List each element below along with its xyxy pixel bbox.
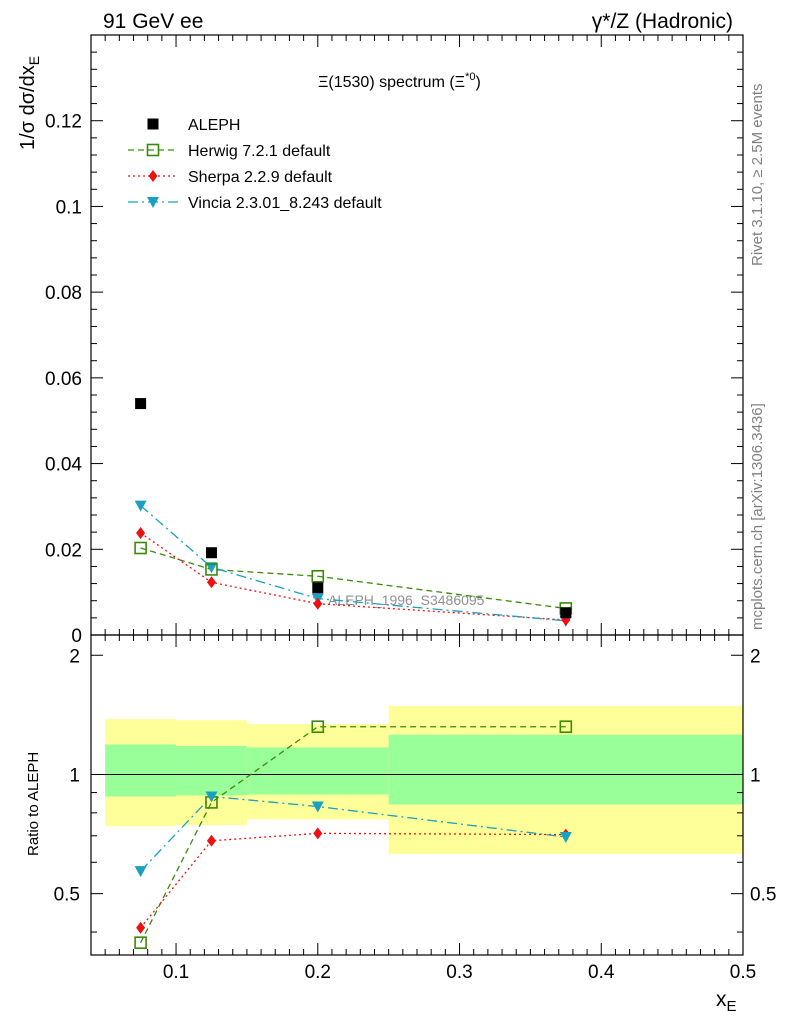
header-left-label: 91 GeV ee bbox=[103, 10, 203, 33]
main-point-herwig bbox=[134, 541, 147, 555]
ratio-point-sherpa bbox=[136, 921, 146, 934]
main-y-tick-label: 0.12 bbox=[45, 112, 82, 133]
main-point-sherpa bbox=[136, 527, 146, 539]
ratio-point-vincia bbox=[311, 801, 324, 813]
main-y-tick-label: 0.04 bbox=[45, 455, 82, 476]
legend-label-vincia: Vincia 2.3.01_8.243 default bbox=[188, 195, 382, 212]
main-point-vincia bbox=[205, 562, 218, 574]
ratio-point-sherpa bbox=[206, 834, 216, 847]
main-point-sherpa bbox=[206, 576, 216, 589]
axis-ticks bbox=[91, 34, 744, 955]
main-panel-series bbox=[134, 398, 573, 627]
legend-symbol-aleph bbox=[147, 118, 159, 130]
legend-marker-vincia bbox=[147, 197, 159, 208]
ratio-point-vincia bbox=[134, 866, 147, 878]
ratio-line-vincia bbox=[140, 795, 566, 872]
x-tick-label: 0.2 bbox=[305, 962, 331, 983]
ratio-y-tick-label: 1 bbox=[69, 765, 80, 786]
main-line-vincia bbox=[140, 505, 566, 622]
legend-marker-sherpa bbox=[148, 170, 158, 182]
ratio-y-tick-label-right: 0.5 bbox=[750, 885, 776, 906]
main-point-herwig bbox=[311, 569, 325, 583]
main-y-tick-label: 0.02 bbox=[45, 540, 82, 561]
legend-marker-aleph bbox=[147, 118, 159, 130]
main-point-sherpa bbox=[313, 597, 323, 610]
ratio-y-tick-label-right: 1 bbox=[750, 765, 761, 786]
x-tick-label: 0.4 bbox=[588, 962, 615, 983]
legend-entry-sherpa: Sherpa 2.2.9 default bbox=[128, 169, 333, 186]
header-right-label: γ*/Z (Hadronic) bbox=[592, 10, 733, 33]
main-point-aleph bbox=[312, 582, 324, 594]
legend-label-herwig: Herwig 7.2.1 default bbox=[188, 143, 331, 160]
main-y-tick-label: 0.06 bbox=[45, 369, 82, 390]
ratio-line-sherpa bbox=[140, 832, 566, 929]
ratio-band-inner bbox=[246, 747, 389, 795]
main-y-tick-label: 0.1 bbox=[56, 197, 82, 218]
ratio-band-inner bbox=[388, 734, 743, 805]
x-tick-label: 0.3 bbox=[446, 962, 472, 983]
ratio-y-tick-label: 0.5 bbox=[54, 885, 80, 906]
main-point-aleph bbox=[205, 547, 217, 559]
legend-symbol-vincia bbox=[128, 197, 178, 208]
ratio-band-inner bbox=[176, 745, 247, 796]
main-y-tick-label: 0.08 bbox=[45, 283, 82, 304]
main-point-aleph bbox=[135, 398, 147, 410]
legend-entry-aleph: ALEPH bbox=[147, 117, 240, 134]
ratio-point-vincia bbox=[205, 791, 218, 803]
main-point-herwig bbox=[205, 563, 218, 576]
legend-marker-herwig bbox=[146, 143, 160, 157]
ratio-y-tick-label-right: 2 bbox=[750, 646, 761, 667]
main-y-tick-label: 0 bbox=[71, 626, 82, 647]
x-axis-label: xE bbox=[716, 988, 737, 1015]
ratio-point-herwig bbox=[311, 720, 325, 734]
ratio-y-axis-label: Ratio to ALEPH bbox=[25, 752, 42, 856]
ratio-point-herwig bbox=[134, 936, 147, 949]
main-line-herwig bbox=[140, 547, 566, 610]
main-point-aleph bbox=[560, 607, 572, 619]
main-y-axis-label: 1/σ dσ/dxE bbox=[17, 56, 42, 150]
ratio-panel-series bbox=[134, 720, 573, 949]
ratio-point-vincia bbox=[559, 832, 572, 844]
main-point-vincia bbox=[134, 500, 147, 512]
x-tick-labels: 0.1 0.2 0.3 0.4 0.5 bbox=[163, 962, 756, 983]
main-y-tick-labels: 0 0.02 0.04 0.06 0.08 0.1 0.12 bbox=[45, 112, 82, 647]
ratio-y-tick-label: 2 bbox=[69, 646, 80, 667]
legend-symbol-sherpa bbox=[128, 170, 178, 182]
legend: ALEPH Herwig 7.2.1 default Sherpa 2.2.9 … bbox=[128, 117, 382, 212]
ratio-point-herwig bbox=[559, 720, 573, 734]
legend-label-sherpa: Sherpa 2.2.9 default bbox=[188, 169, 333, 186]
x-tick-label: 0.5 bbox=[730, 962, 756, 983]
ratio-band-inner bbox=[105, 744, 177, 797]
legend-symbol-herwig bbox=[128, 143, 178, 157]
ratio-point-sherpa bbox=[313, 827, 323, 840]
x-tick-label: 0.1 bbox=[163, 962, 189, 983]
main-line-sherpa bbox=[140, 532, 566, 621]
ratio-line-herwig bbox=[140, 726, 566, 943]
mcplots-label: mcplots.cern.ch [arXiv:1306.3436] bbox=[749, 403, 766, 630]
ratio-uncertainty-bands bbox=[105, 705, 743, 854]
main-plot-title: Ξ(1530) spectrum (Ξ*0) bbox=[318, 71, 481, 91]
legend-entry-vincia: Vincia 2.3.01_8.243 default bbox=[128, 195, 382, 212]
legend-label-aleph: ALEPH bbox=[188, 117, 240, 134]
analysis-watermark: ALEPH_1996_S3486095 bbox=[328, 592, 485, 608]
legend-entry-herwig: Herwig 7.2.1 default bbox=[128, 143, 331, 160]
rivet-version-label: Rivet 3.1.10, ≥ 2.5M events bbox=[749, 84, 766, 267]
ratio-y-tick-labels: 0.5 1 2 0.5 1 2 bbox=[54, 646, 777, 905]
